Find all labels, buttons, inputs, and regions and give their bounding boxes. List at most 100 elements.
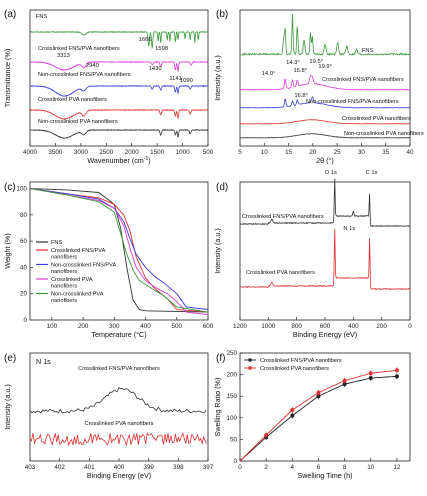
panel-label: (b) — [216, 9, 228, 20]
x-tick-label: 5 — [238, 149, 242, 156]
ftir-series-line — [29, 30, 208, 50]
tga-series-line — [29, 188, 209, 310]
x-tick-label: 30 — [358, 149, 366, 156]
data-point — [342, 382, 347, 387]
ftir-series-line — [29, 60, 209, 73]
peak-annotation: 19.5° — [309, 59, 323, 65]
swelling-curve — [239, 375, 397, 462]
peak-annotation: 14.3° — [286, 60, 300, 66]
x-axis-label: Binding Energy (eV) — [87, 471, 151, 480]
series-label: FNS — [362, 48, 373, 54]
series-label: Crosslinked FNS/PVA nanofibers — [38, 46, 120, 52]
series-label: Crosslinked FNS/PVA nanofibers — [322, 77, 404, 83]
peak-annotation: O 1s — [325, 170, 337, 176]
legend-entry: Crosslinked PVA nanofibers — [51, 277, 93, 290]
plot-frame — [239, 9, 411, 147]
x-tick-label: 2000 — [125, 149, 140, 156]
series-label: Non-crosslinked FNS/PVA nanofibers — [306, 99, 399, 105]
series-label: Crosslinked PVA nanofibers — [38, 97, 107, 103]
x-tick-label: 2 — [264, 464, 268, 471]
x-tick-label: 15 — [285, 149, 293, 156]
x-tick-label: 12 — [393, 464, 401, 471]
xrd-series-line — [239, 96, 410, 109]
panel-label: (c) — [4, 182, 16, 193]
x-tick-label: 399 — [143, 464, 154, 471]
legend-entry-line: Non-crosslinked PVA — [51, 292, 104, 298]
legend-entry-line: Crosslinked PVA — [51, 277, 93, 283]
series-label: Crosslinked PVA nanofibers — [342, 116, 411, 122]
data-point — [290, 413, 295, 418]
data-point — [316, 390, 321, 395]
x-tick-label: 1000 — [261, 323, 276, 330]
peak-annotation: 1141 — [169, 76, 181, 82]
x-tick-label: 402 — [54, 464, 65, 471]
ftir-series-line — [29, 84, 209, 97]
legend-entry-line: nanofibers — [51, 284, 77, 290]
xps-n1s-line — [29, 386, 207, 414]
x-tick-label: 500 — [172, 323, 183, 330]
x-tick-label: 1200 — [233, 323, 248, 330]
panel-label: (e) — [4, 353, 16, 364]
legend-entry-line: Crosslinked FNS/PVA — [51, 248, 106, 254]
series-label: Crosslinked FNS/PVA nanofibers — [242, 214, 324, 220]
panel-label: (f) — [216, 353, 225, 364]
x-tick-label: 10 — [261, 149, 269, 156]
panel-title: N 1s — [36, 357, 51, 366]
y-axis-label: Intensity (a.u.) — [213, 55, 222, 101]
x-tick-label: 400 — [114, 464, 125, 471]
series-label: FNS — [36, 14, 47, 20]
y-tick-label: 20 — [20, 291, 28, 298]
x-tick-label: 0 — [408, 323, 412, 330]
tga-series-line — [29, 188, 209, 313]
y-tick-label: 250 — [226, 350, 237, 357]
plot-frame — [239, 181, 411, 321]
x-tick-label: 0 — [238, 464, 242, 471]
y-axis-label: Intensity (a.u.) — [3, 384, 12, 430]
x-axis-label-unit: -1 — [144, 156, 149, 162]
peak-annotation: 1598 — [155, 46, 168, 52]
legend-entry-line: nanofibers — [51, 298, 77, 304]
legend-entry: Crosslinked PVA nanofibers — [260, 366, 329, 372]
legend-entry: Non-crosslinked FNS/PVA nanofibers — [51, 263, 116, 276]
y-tick-label: 60 — [20, 238, 28, 245]
ftir-series-line — [29, 108, 209, 120]
x-axis-label: 2θ (°) — [316, 156, 334, 165]
y-tick-label: 150 — [226, 393, 237, 400]
x-axis-label-main: Wavenumber (cm — [87, 156, 143, 165]
x-tick-label: 397 — [203, 464, 214, 471]
data-point — [264, 433, 269, 438]
x-tick-label: 400 — [348, 323, 359, 330]
data-point — [290, 408, 295, 413]
x-tick-label: 800 — [291, 323, 302, 330]
y-tick-label: 80 — [20, 212, 28, 219]
peak-annotation: 16.8° — [294, 93, 308, 99]
peak-annotation: 1430 — [149, 66, 162, 72]
plot-frame — [29, 181, 209, 321]
ftir-series-line — [29, 128, 209, 139]
x-axis-label: Temperature (°C) — [91, 330, 146, 339]
plot-frame — [29, 9, 209, 147]
legend-marker — [248, 366, 252, 370]
x-tick-label: 25 — [334, 149, 342, 156]
x-tick-label: 4000 — [23, 149, 38, 156]
data-point — [394, 368, 399, 373]
x-tick-label: 200 — [78, 323, 89, 330]
x-tick-label: 6 — [317, 464, 321, 471]
swelling-curve — [239, 369, 397, 462]
x-tick-label: 398 — [173, 464, 184, 471]
series-label: Crosslinked PVA nanofibers — [246, 270, 315, 276]
series-label: Non-crosslinked PVA nanofibers — [344, 131, 424, 137]
y-tick-label: 200 — [226, 372, 237, 379]
x-tick-label: 500 — [203, 149, 214, 156]
x-tick-label: 4 — [291, 464, 295, 471]
y-tick-label: 50 — [230, 436, 238, 443]
plot-frame — [239, 352, 411, 462]
x-tick-label: 3500 — [48, 149, 63, 156]
x-tick-label: 2500 — [99, 149, 114, 156]
data-point — [368, 376, 373, 381]
x-tick-label: 400 — [140, 323, 151, 330]
peak-annotation: 1090 — [180, 78, 193, 84]
panel-label: (d) — [216, 182, 228, 193]
y-axis-label: Weight (%) — [3, 233, 12, 268]
legend-entry: FNS — [51, 240, 62, 246]
